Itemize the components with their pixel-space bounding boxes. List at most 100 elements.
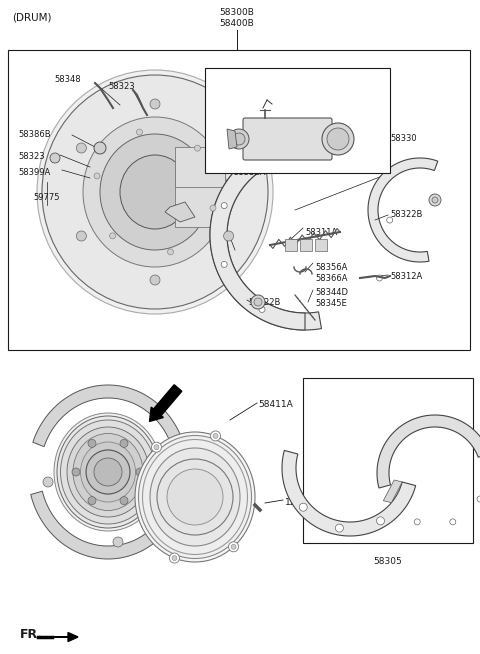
Circle shape <box>43 477 53 487</box>
Circle shape <box>357 166 363 172</box>
Circle shape <box>76 231 86 241</box>
Text: 58356A: 58356A <box>315 263 348 272</box>
Circle shape <box>94 142 106 154</box>
Circle shape <box>88 496 96 505</box>
Ellipse shape <box>73 434 143 511</box>
Circle shape <box>167 469 223 525</box>
Circle shape <box>76 143 86 153</box>
Text: 58366A: 58366A <box>315 274 348 283</box>
Bar <box>303 378 473 543</box>
Polygon shape <box>384 480 402 503</box>
Circle shape <box>224 143 234 153</box>
Text: 58344D: 58344D <box>315 288 348 297</box>
Polygon shape <box>210 146 305 330</box>
Text: 58345E: 58345E <box>315 299 347 308</box>
Circle shape <box>86 450 130 494</box>
Text: 58322B: 58322B <box>390 210 422 219</box>
Circle shape <box>94 458 122 486</box>
Circle shape <box>432 197 438 203</box>
Bar <box>300 239 312 251</box>
Circle shape <box>120 439 128 447</box>
Circle shape <box>387 217 393 223</box>
Circle shape <box>151 442 161 452</box>
Ellipse shape <box>42 75 268 309</box>
Text: 58125F: 58125F <box>210 72 241 81</box>
Circle shape <box>450 519 456 525</box>
Polygon shape <box>368 158 438 262</box>
Text: (DRUM): (DRUM) <box>12 12 51 22</box>
Text: 58332A: 58332A <box>233 168 265 177</box>
Ellipse shape <box>57 416 159 528</box>
Circle shape <box>157 459 233 535</box>
Circle shape <box>477 496 480 502</box>
Bar <box>175 147 225 187</box>
Ellipse shape <box>100 134 210 250</box>
Circle shape <box>299 503 307 511</box>
Circle shape <box>136 468 144 476</box>
Ellipse shape <box>135 432 255 562</box>
Polygon shape <box>31 491 183 559</box>
Text: 58333E: 58333E <box>287 72 319 81</box>
FancyArrow shape <box>149 385 182 421</box>
Circle shape <box>169 553 180 563</box>
Bar <box>175 162 225 227</box>
Circle shape <box>229 129 249 149</box>
Text: 58411A: 58411A <box>258 400 293 409</box>
Circle shape <box>228 542 239 552</box>
Circle shape <box>94 173 100 179</box>
Circle shape <box>221 262 227 267</box>
Text: 58348: 58348 <box>54 75 81 84</box>
Circle shape <box>150 99 160 109</box>
Ellipse shape <box>81 442 135 502</box>
FancyArrow shape <box>38 632 78 642</box>
Circle shape <box>254 298 262 306</box>
Text: 58330: 58330 <box>390 134 417 143</box>
Circle shape <box>172 556 177 560</box>
Text: 58323: 58323 <box>108 82 134 91</box>
Circle shape <box>429 194 441 206</box>
Circle shape <box>168 249 174 255</box>
Circle shape <box>221 203 227 209</box>
Circle shape <box>120 496 128 505</box>
Circle shape <box>224 231 234 241</box>
Text: 58323: 58323 <box>18 152 45 161</box>
Circle shape <box>376 517 384 525</box>
Ellipse shape <box>83 117 227 267</box>
Polygon shape <box>165 202 195 222</box>
Bar <box>8 50 470 350</box>
Bar <box>285 239 297 251</box>
Text: 58305: 58305 <box>373 557 402 566</box>
Ellipse shape <box>67 427 149 517</box>
Ellipse shape <box>54 413 162 531</box>
Circle shape <box>233 133 245 145</box>
Ellipse shape <box>120 155 190 229</box>
Circle shape <box>213 434 218 438</box>
Ellipse shape <box>60 420 156 524</box>
Text: 58312A: 58312A <box>390 272 422 281</box>
Text: 59775: 59775 <box>34 193 60 202</box>
Polygon shape <box>227 129 237 149</box>
FancyBboxPatch shape <box>243 118 332 160</box>
Circle shape <box>88 439 96 447</box>
Circle shape <box>336 524 343 532</box>
Text: 58400B: 58400B <box>220 19 254 28</box>
Circle shape <box>210 205 216 211</box>
Polygon shape <box>33 385 185 453</box>
Circle shape <box>113 537 123 547</box>
Polygon shape <box>210 140 337 330</box>
Text: 1220FS: 1220FS <box>285 498 319 507</box>
Text: 58322B: 58322B <box>248 298 280 307</box>
Circle shape <box>109 233 116 239</box>
Circle shape <box>163 457 173 467</box>
Ellipse shape <box>143 439 248 555</box>
Circle shape <box>327 128 349 150</box>
Circle shape <box>154 445 159 450</box>
Ellipse shape <box>88 450 128 494</box>
Text: 58300B: 58300B <box>219 8 254 17</box>
Text: 58332A: 58332A <box>307 126 339 135</box>
Polygon shape <box>282 451 416 536</box>
Circle shape <box>211 431 220 441</box>
Circle shape <box>136 129 143 135</box>
Circle shape <box>50 153 60 163</box>
Circle shape <box>231 544 236 549</box>
